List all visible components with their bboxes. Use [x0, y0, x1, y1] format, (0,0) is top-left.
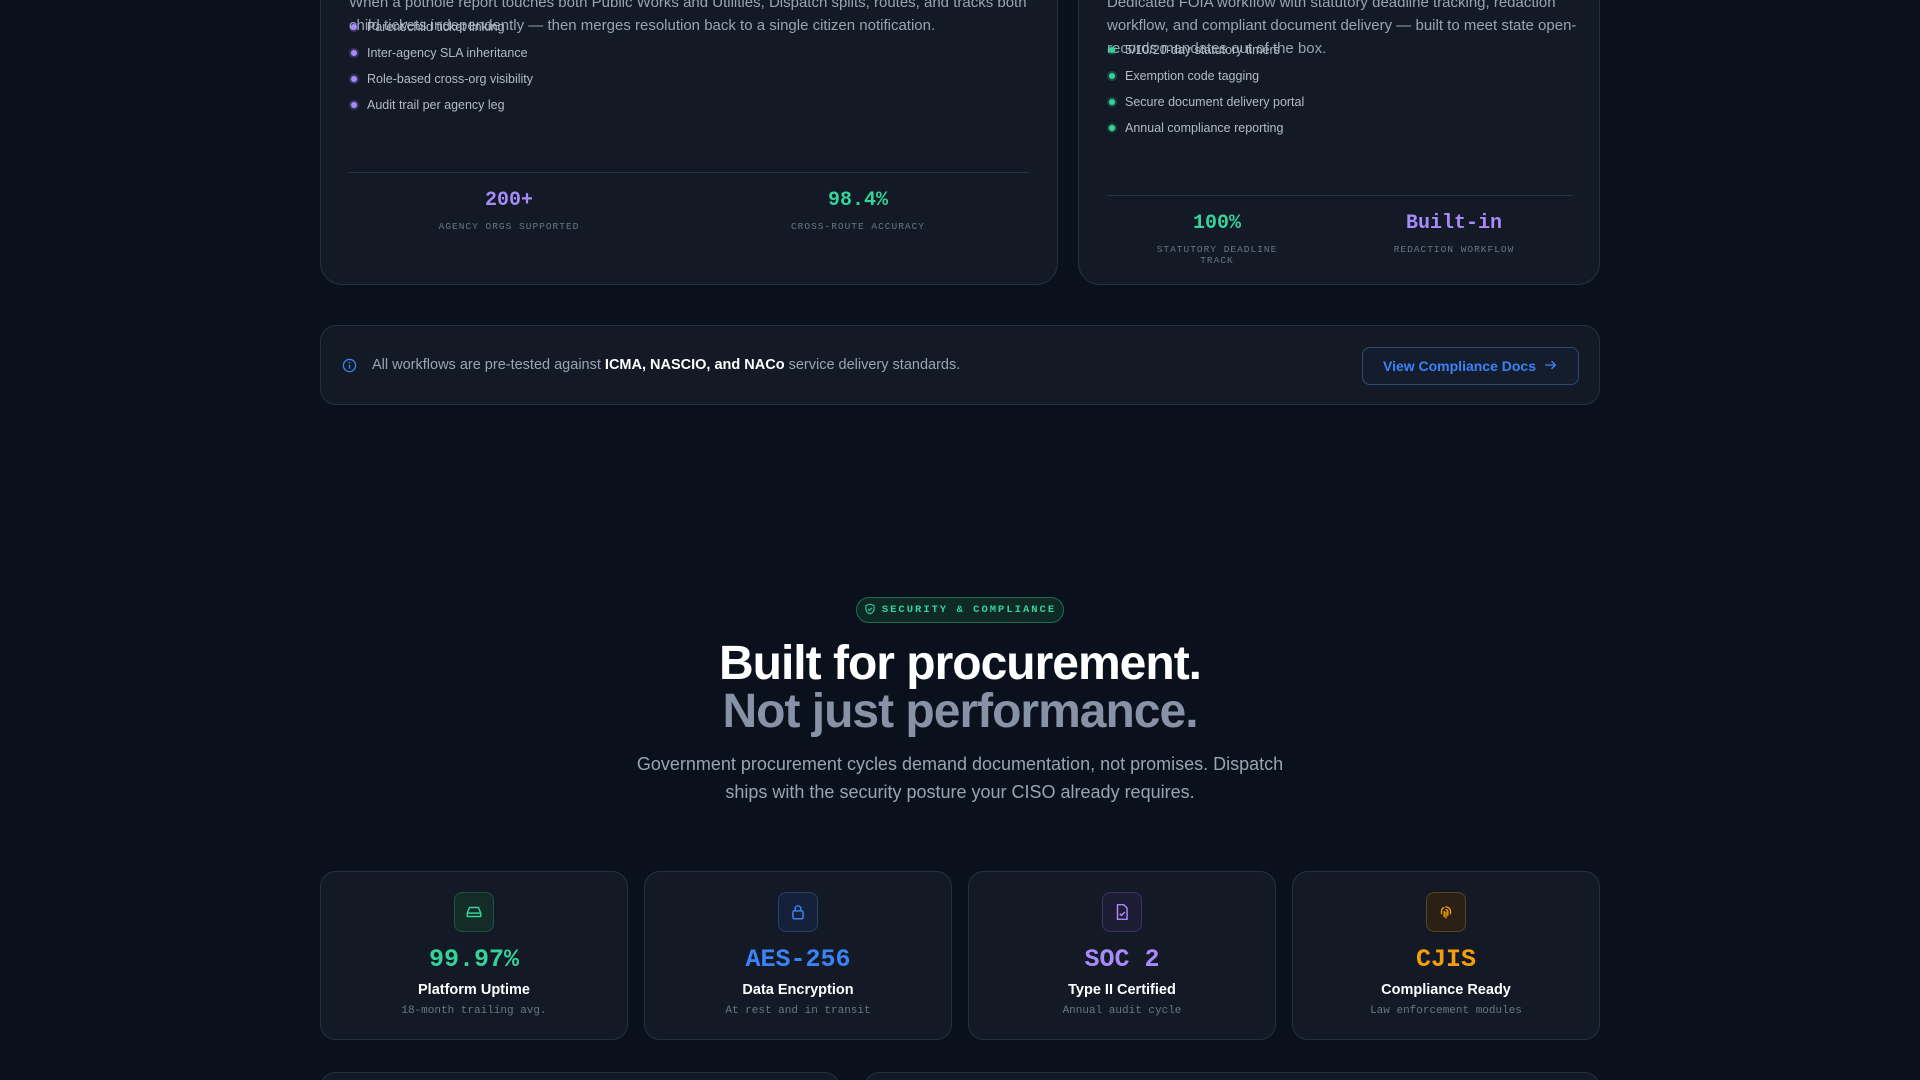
- encryption-tile: AES-256 Data Encryption At rest and in t…: [644, 871, 952, 1040]
- bullet-dot-icon: [349, 100, 359, 110]
- shield-icon: [864, 603, 876, 618]
- bullet-dot-icon: [1107, 71, 1117, 81]
- stat-label: STATUTORY DEADLINE TRACK: [1156, 244, 1278, 266]
- list-item: 5/10/20-day statutory timers: [1107, 37, 1304, 63]
- lower-card-right: [864, 1072, 1600, 1080]
- bullet-dot-icon: [349, 74, 359, 84]
- section-lead: Government procurement cycles demand doc…: [636, 754, 1284, 802]
- bullet-dot-icon: [1107, 123, 1117, 133]
- stat-deadline-track: 100% STATUTORY DEADLINE TRACK: [1137, 212, 1297, 266]
- stat-label: AGENCY ORGS SUPPORTED: [438, 221, 580, 232]
- compliance-notice: All workflows are pre-tested against ICM…: [320, 325, 1600, 405]
- uptime-tile: 99.97% Platform Uptime 18-month trailing…: [320, 871, 628, 1040]
- bullet-dot-icon: [349, 48, 359, 58]
- list-item: Audit trail per agency leg: [349, 92, 533, 118]
- stat-value: 98.4%: [827, 189, 888, 212]
- list-item: Annual compliance reporting: [1107, 115, 1304, 141]
- soc2-tile: SOC 2 Type II Certified Annual audit cyc…: [968, 871, 1276, 1040]
- card-description: Dedicated FOIA workflow with statutory d…: [1107, 0, 1577, 57]
- stat-agency-orgs: 200+ AGENCY ORGS SUPPORTED: [419, 189, 599, 232]
- notice-text: All workflows are pre-tested against ICM…: [372, 357, 961, 373]
- foia-card: Dedicated FOIA workflow with statutory d…: [1078, 0, 1600, 285]
- stat-value: 200+: [484, 189, 533, 212]
- section-badge: SECURITY & COMPLIANCE: [856, 597, 1064, 623]
- list-item: Exemption code tagging: [1107, 63, 1304, 89]
- bullet-dot-icon: [1107, 97, 1117, 107]
- server-icon: [454, 892, 494, 932]
- stat-value: 100%: [1192, 212, 1241, 235]
- tile-value: SOC 2: [1084, 945, 1160, 974]
- standards-names: ICMA, NASCIO, and NACo: [604, 357, 785, 373]
- list-item: Parent/child ticket linking: [349, 14, 533, 40]
- tile-value: CJIS: [1415, 945, 1476, 974]
- fingerprint-icon: [1426, 892, 1466, 932]
- feature-list: 5/10/20-day statutory timers Exemption c…: [1107, 37, 1304, 141]
- view-compliance-docs-button[interactable]: View Compliance Docs: [1362, 347, 1579, 385]
- list-item: Secure document delivery portal: [1107, 89, 1304, 115]
- tile-title: Type II Certified: [1068, 982, 1176, 998]
- lock-icon: [778, 892, 818, 932]
- bullet-dot-icon: [349, 22, 359, 32]
- bullet-dot-icon: [1107, 45, 1117, 55]
- divider: [1107, 195, 1573, 196]
- stat-cross-route-accuracy: 98.4% CROSS-ROUTE ACCURACY: [763, 189, 953, 232]
- stat-label: REDACTION WORKFLOW: [1393, 244, 1515, 255]
- tile-subtitle: Annual audit cycle: [1062, 1005, 1182, 1017]
- feature-list: Parent/child ticket linking Inter-agency…: [349, 14, 533, 118]
- tile-subtitle: 18-month trailing avg.: [401, 1005, 547, 1017]
- section-heading: Built for procurement.: [718, 637, 1202, 690]
- tile-value: AES-256: [745, 945, 851, 974]
- multi-agency-card: When a pothole report touches both Publi…: [320, 0, 1058, 285]
- list-item: Inter-agency SLA inheritance: [349, 40, 533, 66]
- info-icon: [342, 358, 357, 378]
- stat-value: Built-in: [1405, 212, 1502, 235]
- stat-label: CROSS-ROUTE ACCURACY: [790, 221, 926, 232]
- lower-card-left: [320, 1072, 840, 1080]
- stat-redaction-workflow: Built-in REDACTION WORKFLOW: [1379, 212, 1529, 255]
- list-item: Role-based cross-org visibility: [349, 66, 533, 92]
- cjis-tile: CJIS Compliance Ready Law enforcement mo…: [1292, 871, 1600, 1040]
- file-check-icon: [1102, 892, 1142, 932]
- card-description: When a pothole report touches both Publi…: [349, 0, 1027, 34]
- arrow-right-icon: [1544, 358, 1558, 375]
- tile-value: 99.97%: [428, 945, 519, 974]
- divider: [349, 172, 1029, 173]
- tile-subtitle: At rest and in transit: [725, 1005, 871, 1017]
- tile-title: Data Encryption: [742, 982, 854, 998]
- tile-subtitle: Law enforcement modules: [1370, 1005, 1522, 1017]
- tile-title: Platform Uptime: [418, 982, 530, 998]
- section-subheading: Not just performance.: [722, 685, 1198, 738]
- tile-title: Compliance Ready: [1381, 982, 1511, 998]
